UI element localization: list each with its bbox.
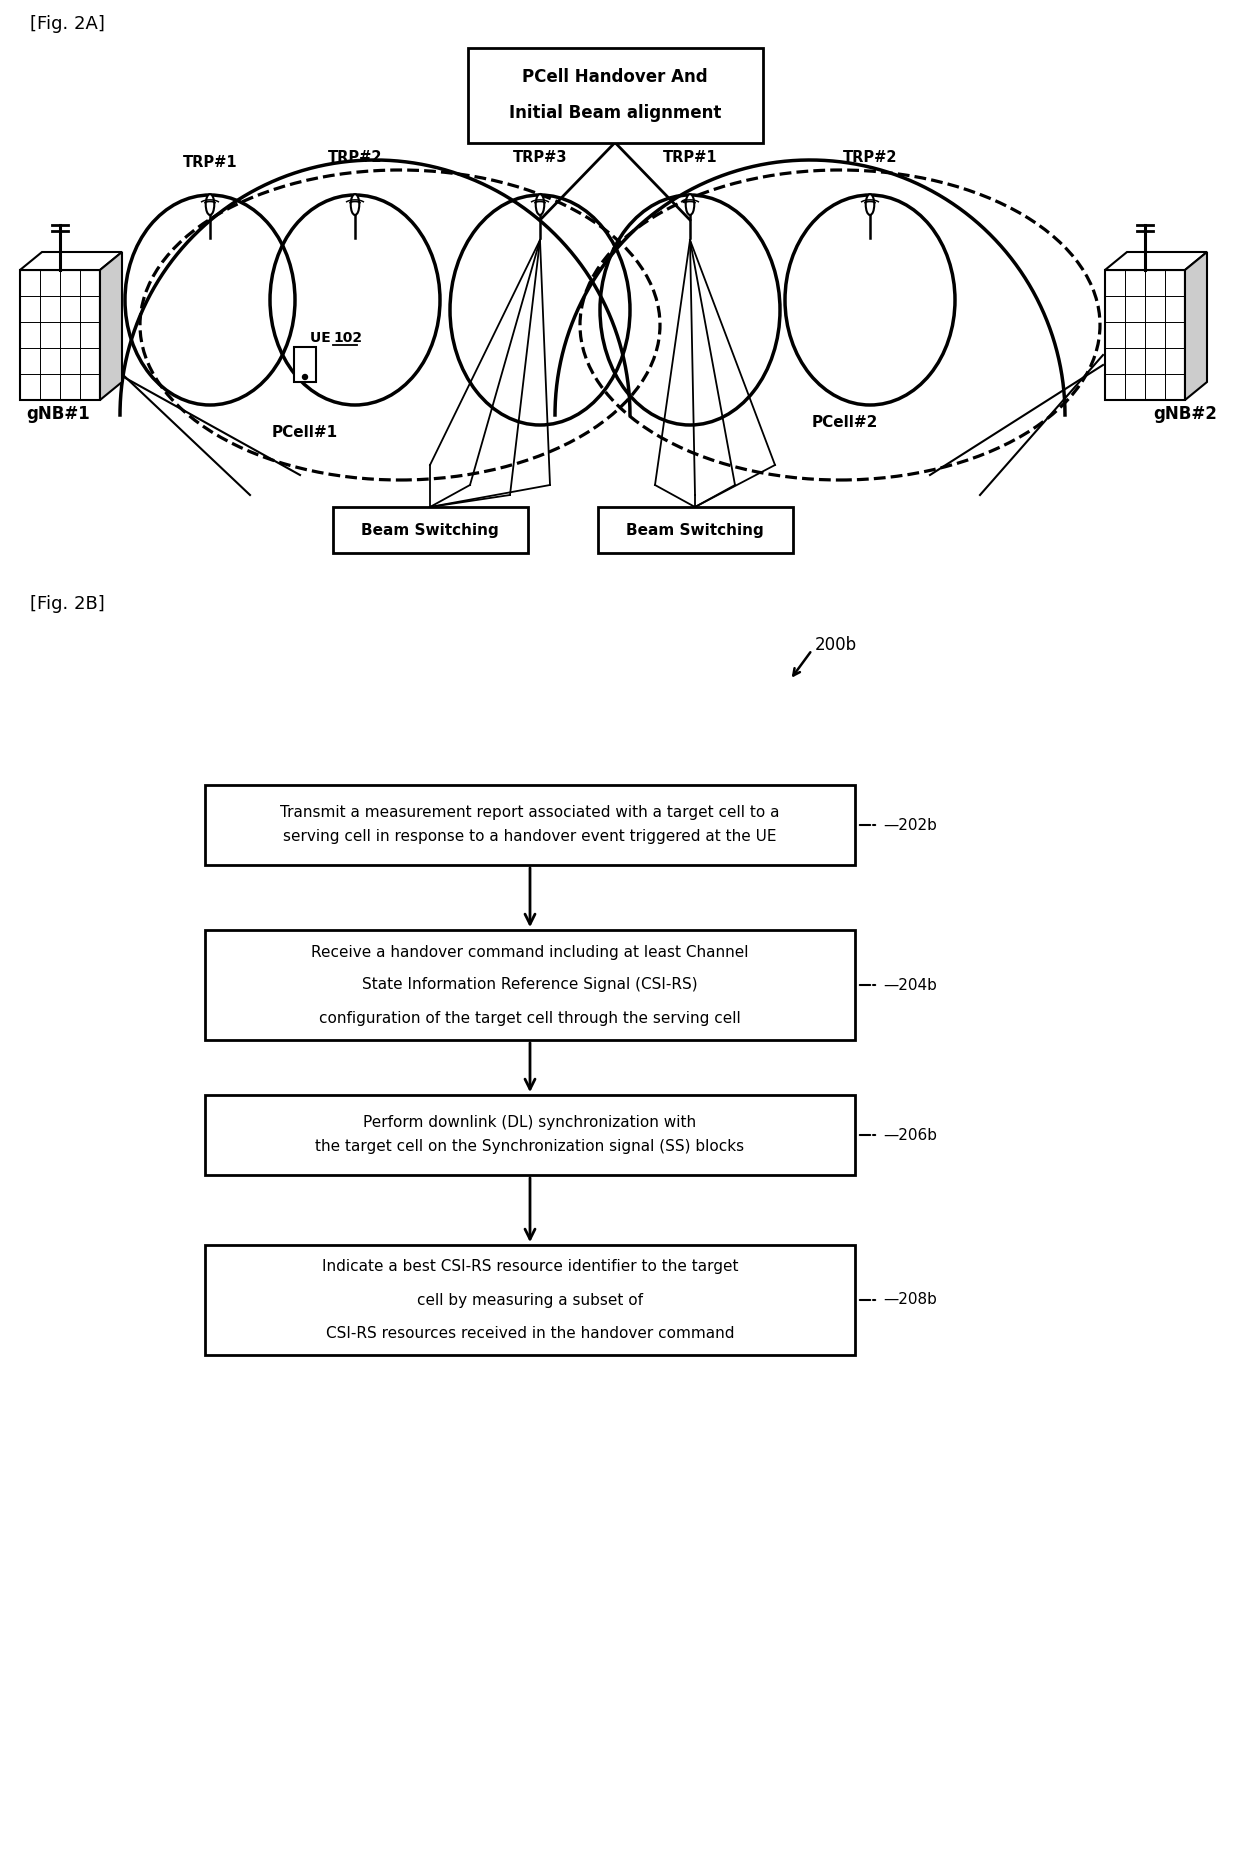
Bar	[598, 506, 794, 553]
Text: TRP#2: TRP#2	[327, 150, 382, 165]
Text: TRP#1: TRP#1	[662, 150, 717, 165]
Ellipse shape	[536, 195, 544, 215]
Bar	[334, 506, 528, 553]
Text: PCell#2: PCell#2	[812, 416, 878, 430]
Text: PCell#1: PCell#1	[272, 425, 339, 440]
Polygon shape	[20, 271, 100, 401]
Text: PCell Handover And: PCell Handover And	[522, 69, 708, 85]
Text: —206b: —206b	[883, 1128, 937, 1143]
Polygon shape	[100, 252, 122, 401]
Text: —202b: —202b	[883, 818, 937, 833]
Text: Beam Switching: Beam Switching	[626, 523, 764, 538]
Text: TRP#2: TRP#2	[843, 150, 898, 165]
Text: Perform downlink (DL) synchronization with: Perform downlink (DL) synchronization wi…	[363, 1115, 697, 1130]
Bar	[467, 48, 763, 143]
Text: CSI-RS resources received in the handover command: CSI-RS resources received in the handove…	[326, 1326, 734, 1341]
Text: Beam Switching: Beam Switching	[361, 523, 498, 538]
Polygon shape	[1105, 271, 1185, 401]
Text: Receive a handover command including at least Channel: Receive a handover command including at …	[311, 944, 749, 959]
Text: gNB#1: gNB#1	[26, 404, 89, 423]
Text: serving cell in response to a handover event triggered at the UE: serving cell in response to a handover e…	[283, 829, 776, 844]
Text: State Information Reference Signal (CSI-RS): State Information Reference Signal (CSI-…	[362, 978, 698, 992]
Text: configuration of the target cell through the serving cell: configuration of the target cell through…	[319, 1011, 740, 1026]
Text: 200b: 200b	[815, 636, 857, 655]
Text: Transmit a measurement report associated with a target cell to a: Transmit a measurement report associated…	[280, 805, 780, 820]
Text: —208b: —208b	[883, 1293, 937, 1308]
Text: Indicate a best CSI-RS resource identifier to the target: Indicate a best CSI-RS resource identifi…	[321, 1260, 738, 1274]
Text: [Fig. 2A]: [Fig. 2A]	[30, 15, 105, 33]
Ellipse shape	[351, 195, 360, 215]
Text: UE: UE	[310, 330, 336, 345]
Polygon shape	[20, 252, 122, 271]
Text: TRP#3: TRP#3	[513, 150, 567, 165]
Ellipse shape	[206, 195, 215, 215]
Bar	[294, 347, 316, 382]
Text: cell by measuring a subset of: cell by measuring a subset of	[417, 1293, 644, 1308]
Ellipse shape	[866, 195, 874, 215]
Text: 102: 102	[334, 330, 362, 345]
Text: Initial Beam alignment: Initial Beam alignment	[508, 104, 722, 122]
Text: gNB#2: gNB#2	[1153, 404, 1216, 423]
Text: [Fig. 2B]: [Fig. 2B]	[30, 595, 104, 612]
Text: —204b: —204b	[883, 978, 937, 992]
Circle shape	[303, 375, 308, 380]
Bar	[205, 785, 856, 864]
Polygon shape	[1105, 252, 1207, 271]
Bar	[205, 1245, 856, 1354]
Text: TRP#1: TRP#1	[182, 156, 237, 171]
Ellipse shape	[686, 195, 694, 215]
Bar	[205, 929, 856, 1041]
Polygon shape	[1185, 252, 1207, 401]
Text: the target cell on the Synchronization signal (SS) blocks: the target cell on the Synchronization s…	[315, 1139, 744, 1154]
Bar	[205, 1094, 856, 1174]
